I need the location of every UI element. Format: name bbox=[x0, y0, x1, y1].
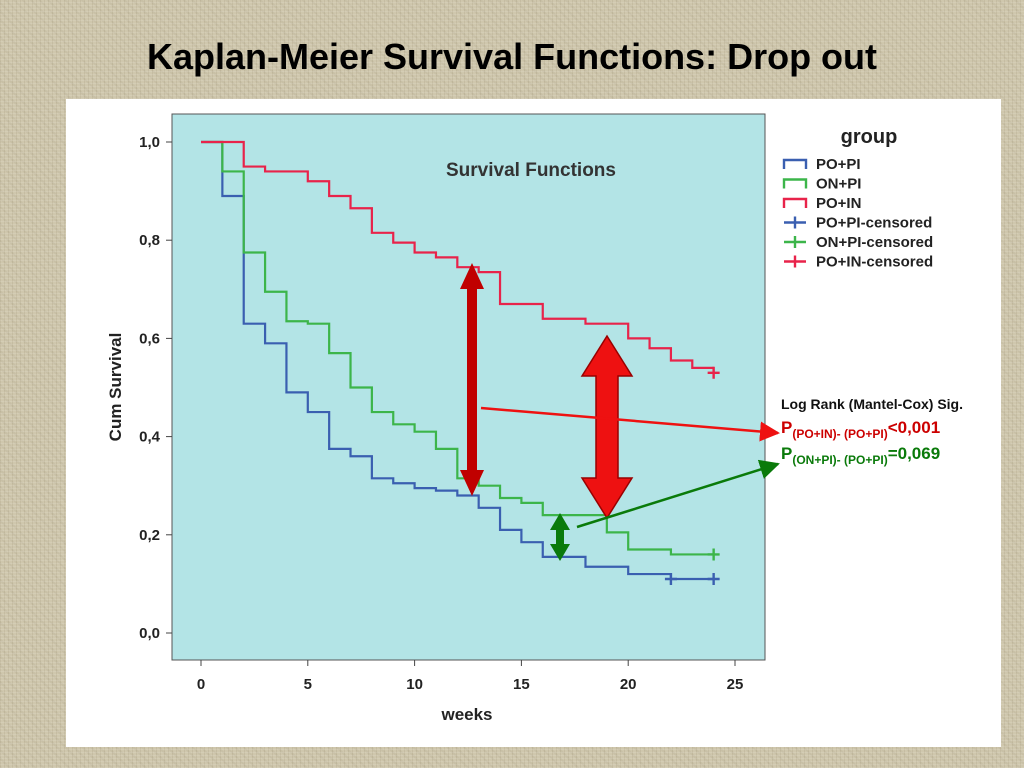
series-line-po-in bbox=[201, 140, 714, 369]
p2-value: =0,069 bbox=[888, 444, 940, 463]
x-tick-label: 20 bbox=[620, 676, 637, 693]
x-tick-label: 15 bbox=[513, 676, 530, 693]
legend-swatch-censored bbox=[784, 236, 806, 248]
connector-red bbox=[480, 406, 780, 442]
y-tick-label: 1,0 bbox=[139, 134, 160, 151]
p2-prefix: P bbox=[781, 444, 792, 463]
p1-subscript: (PO+IN)- (PO+PI) bbox=[792, 427, 887, 441]
arrow-on-pi-vs-po-pi bbox=[550, 513, 570, 561]
censored-marker bbox=[707, 572, 720, 585]
legend-item-label: ON+PI bbox=[816, 176, 861, 193]
y-tick-label: 0,2 bbox=[139, 527, 160, 544]
y-axis: 0,0 0,2 0,4 0,6 0,8 1,0 bbox=[139, 134, 172, 642]
legend-item-label: PO+PI-censored bbox=[816, 215, 932, 232]
legend-swatch-censored bbox=[784, 255, 806, 268]
p-value-on-pi: P(ON+PI)- (PO+PI)=0,069 bbox=[781, 444, 940, 467]
series-lines bbox=[201, 140, 720, 585]
legend-item-label: ON+PI-censored bbox=[816, 234, 933, 251]
legend-swatch bbox=[782, 197, 808, 208]
series-line-on-pi bbox=[201, 140, 714, 556]
legend-item-label: PO+PI bbox=[816, 156, 861, 173]
x-axis-label: weeks bbox=[440, 705, 492, 724]
x-tick-label: 0 bbox=[197, 676, 205, 693]
stats-heading: Log Rank (Mantel-Cox) Sig. bbox=[781, 396, 963, 412]
y-tick-label: 0,8 bbox=[139, 232, 160, 249]
y-axis-label: Cum Survival bbox=[106, 333, 125, 442]
x-tick-label: 25 bbox=[727, 676, 744, 693]
censored-marker bbox=[707, 548, 720, 561]
slide-title: Kaplan-Meier Survival Functions: Drop ou… bbox=[146, 36, 878, 77]
chart-inner-title: Survival Functions bbox=[446, 160, 616, 181]
x-axis: 0 5 10 15 20 25 bbox=[197, 660, 744, 693]
p1-value: <0,001 bbox=[888, 418, 940, 437]
x-tick-label: 5 bbox=[304, 676, 312, 693]
censored-marker bbox=[664, 572, 677, 585]
legend-item-label: PO+IN-censored bbox=[816, 254, 933, 271]
y-tick-label: 0,0 bbox=[139, 625, 160, 642]
legend-swatch bbox=[782, 178, 808, 189]
legend-item-label: PO+IN bbox=[816, 195, 861, 212]
censored-marker bbox=[707, 366, 720, 379]
legend-title: group bbox=[841, 126, 898, 148]
p1-prefix: P bbox=[781, 418, 792, 437]
y-tick-label: 0,4 bbox=[139, 429, 161, 446]
legend-swatch-censored bbox=[784, 216, 806, 229]
arrow-po-in-vs-po-pi bbox=[460, 263, 484, 496]
p-value-po-in: P(PO+IN)- (PO+PI)<0,001 bbox=[781, 418, 940, 441]
p2-subscript: (ON+PI)- (PO+PI) bbox=[792, 453, 887, 467]
legend: PO+PI ON+PI PO+IN PO+PI-censored ON+PI-censo… bbox=[782, 156, 933, 271]
y-tick-label: 0,6 bbox=[139, 330, 160, 347]
x-tick-label: 10 bbox=[406, 676, 423, 693]
series-line-po-pi bbox=[201, 140, 714, 581]
connector-green bbox=[576, 459, 780, 529]
legend-swatch bbox=[782, 158, 808, 169]
